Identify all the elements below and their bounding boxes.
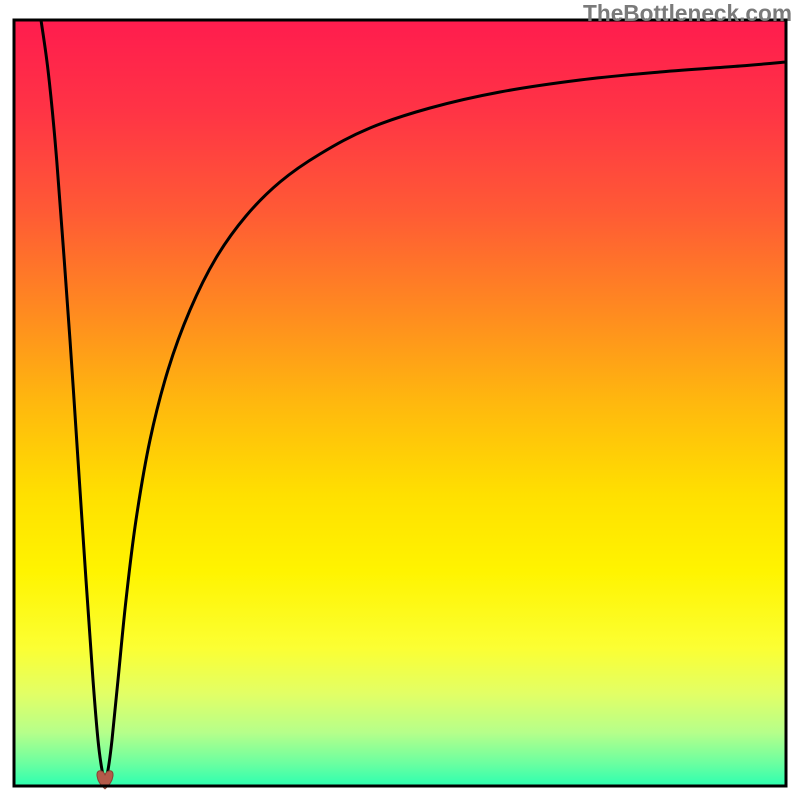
bottleneck-chart: [0, 0, 800, 800]
gradient-background: [14, 20, 786, 786]
attribution-label: TheBottleneck.com: [583, 0, 792, 27]
chart-container: TheBottleneck.com: [0, 0, 800, 800]
